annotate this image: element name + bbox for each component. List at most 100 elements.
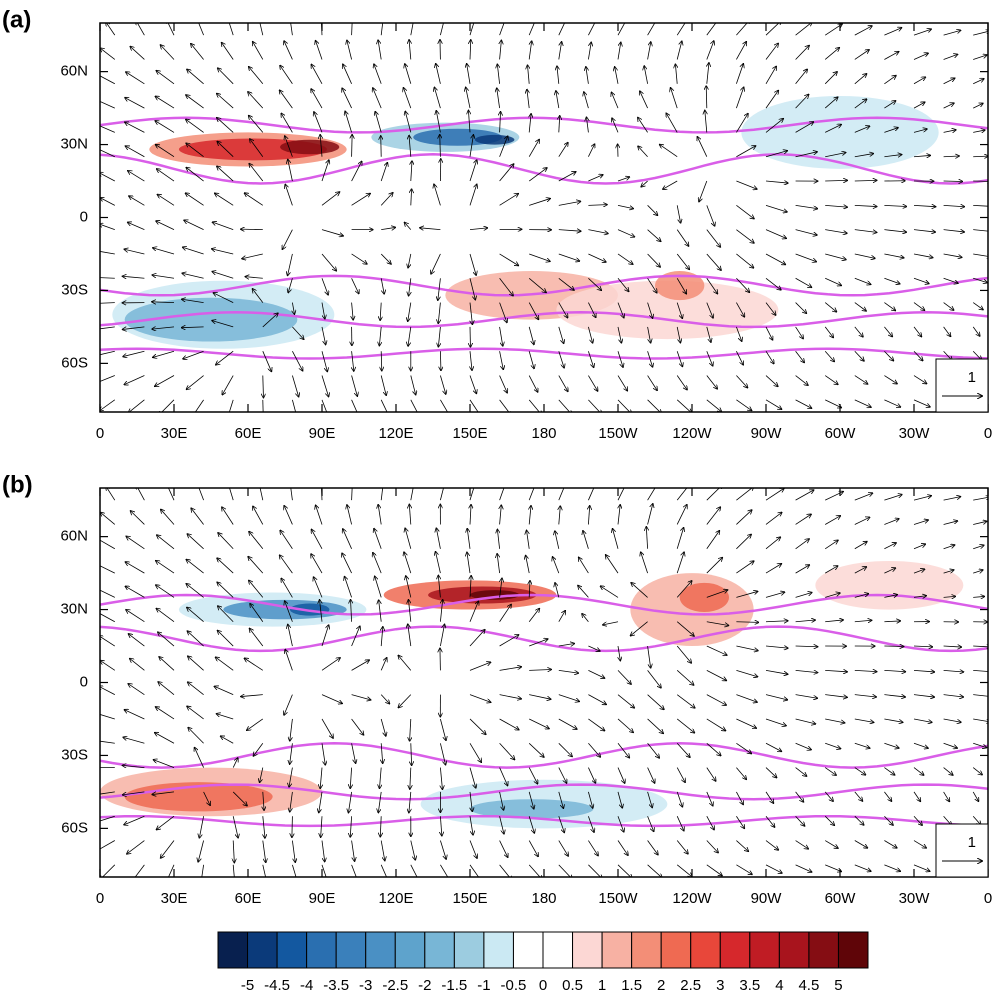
wind-vector [796,205,818,208]
wind-vector [914,841,926,848]
wind-vector [973,103,983,108]
wind-vector [156,609,174,622]
wind-vector [95,713,115,719]
x-tick-label: 60W [825,890,857,907]
wind-vector [347,505,352,524]
wind-vector [342,88,351,108]
wind-vector [470,160,477,181]
wind-vector [470,865,481,881]
wind-vector [381,254,391,264]
wind-vector [736,865,752,874]
y-tick-label: 30S [61,746,88,763]
wind-vector [159,657,174,670]
wind-vector [94,376,114,384]
wind-vector [559,230,581,232]
wind-vector [156,561,174,573]
wind-vector [677,376,687,390]
wind-vector [470,40,471,59]
colorbar-box [602,932,632,968]
wind-vector [470,254,476,275]
wind-vector [352,161,362,181]
wind-vector [470,743,481,762]
wind-vector [96,74,115,84]
x-tick-label: 90W [751,890,783,907]
wind-vector [944,230,965,232]
wind-vector [191,400,203,418]
wind-vector [766,537,780,549]
wind-vector [796,376,808,386]
wind-vector [249,67,263,84]
wind-vector [638,146,648,156]
wind-vector [944,768,953,775]
wind-vector [529,327,534,345]
wind-vector [884,76,896,84]
wind-vector [973,792,978,801]
wind-vector [600,586,618,597]
wind-vector [677,205,680,223]
wind-vector [314,577,322,597]
x-tick-label: 0 [984,425,992,442]
wind-vector [884,543,896,549]
wind-vector [197,19,204,36]
wind-vector [559,695,579,702]
wind-vector [855,841,868,848]
wind-vector [944,303,954,310]
wind-vector [677,695,695,708]
wind-vector [559,670,579,673]
wind-vector [766,181,788,183]
wind-vector [796,69,808,83]
wind-vector [375,112,381,133]
wind-vector [410,719,411,741]
wind-vector [944,103,954,108]
wind-vector [855,743,870,748]
wind-vector [216,714,233,719]
wind-vector [411,743,412,765]
wind-vector [618,670,631,684]
wind-vector [529,41,531,59]
wind-vector [677,865,692,877]
wind-vector [322,376,329,397]
wind-vector [322,254,336,271]
wind-vector [618,768,625,783]
wind-vector [241,695,263,697]
wind-vector [944,646,962,647]
wind-vector [736,510,751,524]
colorbar-box [454,932,484,968]
wind-vector [182,273,203,278]
wind-vector [855,792,863,801]
wind-vector [855,180,877,181]
wind-vector [155,733,174,744]
wind-vector [292,841,295,863]
wind-vector [378,40,381,59]
wind-vector [438,303,440,324]
wind-vector [825,719,844,723]
wind-vector [322,192,339,205]
wind-vector [884,254,903,258]
wind-vector [648,254,661,267]
wind-vector [420,228,440,230]
wind-vector [285,650,292,671]
panel-label: (a) [2,6,31,33]
wind-vector [707,351,713,366]
wind-vector [280,90,293,108]
wind-vector [588,254,605,262]
wind-vector [648,504,653,525]
wind-vector [855,278,871,284]
wind-vector [99,224,115,230]
wind-vector [588,768,595,783]
wind-vector [914,376,926,384]
wind-vector [944,670,964,672]
colorbar-label: -1.5 [441,977,467,994]
wind-vector [409,792,411,813]
wind-vector [408,303,411,322]
wind-vector [796,351,805,362]
wind-vector [284,506,292,525]
wind-vector [157,195,174,206]
wind-vector [470,481,476,500]
wind-vector [411,481,415,500]
wind-vector [618,482,627,500]
wind-vector [497,554,499,573]
wind-vector [322,400,330,421]
wind-vector [855,670,877,671]
wind-vector [380,303,381,321]
